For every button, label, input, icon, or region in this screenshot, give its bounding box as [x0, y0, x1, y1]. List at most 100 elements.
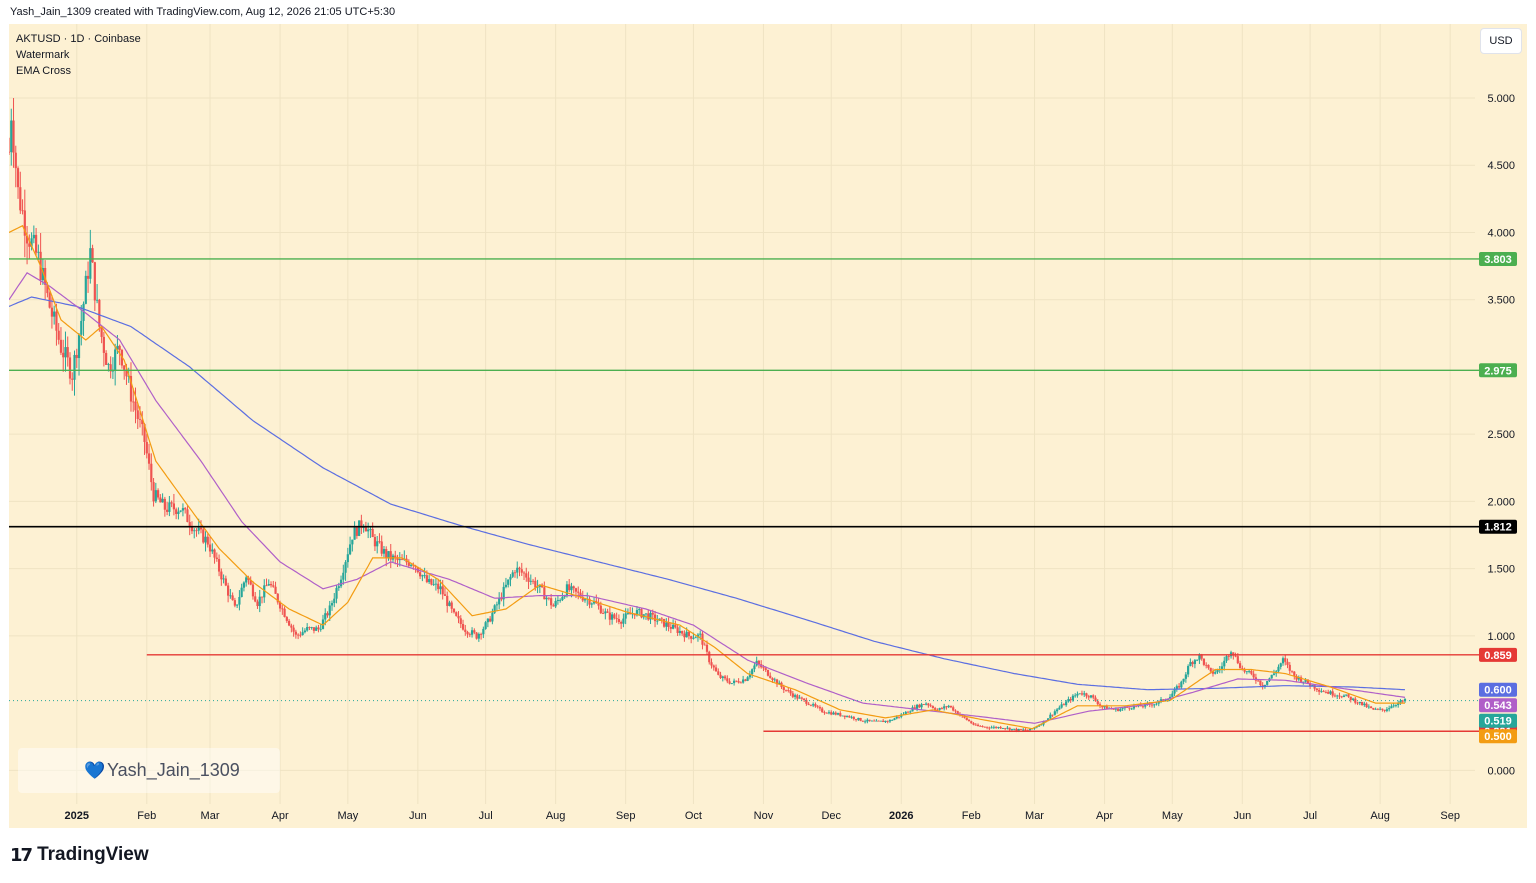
candle-body: [1336, 695, 1339, 697]
price-tick-label: 0.000: [1487, 765, 1515, 777]
candle-body: [1270, 674, 1273, 679]
candle-body: [1058, 707, 1061, 710]
candle-body: [1345, 694, 1348, 696]
candle-body: [86, 275, 90, 279]
candle-body: [91, 248, 94, 263]
candle-body: [805, 699, 808, 704]
price-tick-label: 1.000: [1487, 631, 1515, 643]
indicator-watermark-label[interactable]: Watermark: [16, 49, 70, 61]
chart-pane[interactable]: 5.000 4.500 4.000 3.500 2.500 2.000 1.500 1.000…: [9, 24, 1527, 828]
candle-body: [1193, 660, 1197, 665]
candle-body: [737, 681, 740, 683]
candle-body: [125, 369, 128, 377]
candle-body: [437, 583, 440, 590]
candle-body: [240, 587, 243, 597]
candle-body: [1098, 704, 1102, 706]
candle-body: [812, 704, 815, 706]
candle-body: [308, 627, 311, 628]
candle-body: [421, 575, 424, 577]
candle-body: [516, 567, 519, 573]
candle-body: [1117, 708, 1120, 711]
candle-body: [552, 605, 555, 607]
symbol-label[interactable]: AKTUSD · 1D · Coinbase: [16, 33, 141, 45]
candle-body: [640, 609, 643, 618]
candle-body: [35, 234, 38, 253]
candle-body: [1227, 656, 1230, 657]
candle-body: [841, 715, 844, 717]
tradingview-logo[interactable]: 17 TradingView: [10, 844, 149, 866]
candle-body: [394, 555, 397, 558]
candle-body: [267, 584, 270, 586]
candle-body: [1175, 686, 1178, 690]
candle-body: [77, 334, 81, 359]
candle-body: [292, 627, 295, 632]
time-tick-label: 2026: [889, 810, 913, 822]
candle-body: [333, 598, 336, 604]
candle-body: [227, 585, 230, 596]
indicator-price-tag: 0.519: [1484, 716, 1512, 728]
candle-body: [25, 235, 29, 244]
candle-body: [836, 713, 840, 715]
indicator-price-tag-bg: [1479, 729, 1517, 744]
candle-body: [355, 527, 358, 536]
candle-body: [534, 580, 537, 588]
candle-body: [963, 715, 966, 718]
candle-body: [166, 509, 169, 512]
candle-body: [796, 695, 799, 699]
candle-body: [425, 575, 428, 583]
candle-body: [753, 665, 756, 670]
candle-body: [789, 690, 792, 694]
candle-body: [184, 508, 187, 510]
candle-body: [326, 613, 329, 616]
candle-body: [324, 613, 327, 620]
candle-body: [98, 299, 101, 327]
candle-body: [466, 631, 469, 635]
ema-slow-line: [9, 296, 1406, 691]
candle-body: [378, 541, 381, 543]
candle-body: [1053, 711, 1056, 715]
currency-button[interactable]: USD: [1480, 28, 1522, 54]
candle-body: [620, 622, 623, 624]
candle-body: [617, 619, 620, 623]
candle-body: [995, 726, 998, 728]
candle-body: [344, 562, 347, 573]
candle-body: [118, 345, 121, 350]
candle-body: [123, 365, 126, 370]
candle-body: [850, 716, 853, 718]
candle-body: [520, 569, 523, 573]
candle-body: [681, 631, 684, 634]
candle-body: [1207, 664, 1210, 668]
candle-body: [382, 549, 386, 554]
candle-body: [457, 615, 460, 619]
candle-body: [864, 721, 867, 723]
candle-body: [1198, 654, 1201, 660]
candle-body: [1184, 674, 1187, 679]
candle-body: [312, 627, 316, 631]
candle-body: [1236, 656, 1239, 664]
candle-body: [1069, 699, 1072, 701]
candle-body: [809, 704, 812, 706]
candle-body: [857, 717, 860, 720]
candle-body: [522, 572, 526, 574]
candle-body: [321, 619, 325, 629]
candle-body: [285, 616, 288, 621]
candle-body: [1189, 662, 1192, 667]
candle-body: [1299, 677, 1303, 682]
candle-body: [419, 572, 422, 577]
candle-body: [904, 711, 907, 715]
candle-body: [1067, 699, 1070, 702]
candle-body: [570, 586, 573, 591]
candle-body: [1351, 698, 1355, 700]
candle-body: [258, 596, 261, 607]
price-chart[interactable]: 5.000 4.500 4.000 3.500 2.500 2.000 1.500 1.000…: [9, 24, 1527, 828]
candle-body: [1232, 652, 1235, 656]
candle-body: [1171, 693, 1174, 697]
candle-body: [1076, 693, 1079, 696]
candle-body: [32, 234, 35, 239]
candle-body: [922, 704, 925, 705]
candle-body: [1153, 704, 1156, 706]
candle-body: [441, 586, 444, 595]
candle-body: [1374, 708, 1377, 710]
candle-body: [672, 624, 675, 629]
indicator-ema-cross-label[interactable]: EMA Cross: [16, 65, 72, 77]
